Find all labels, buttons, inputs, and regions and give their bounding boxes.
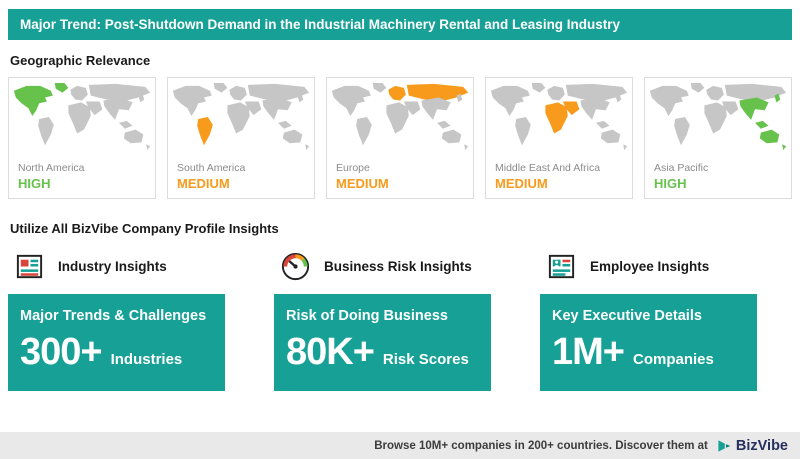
insight-stat-label: Industries	[110, 351, 183, 368]
map-card-middle-east-and-africa: Middle East And Africa MEDIUM	[485, 77, 633, 199]
insight-business-risk: Business Risk Insights Risk of Doing Bus…	[274, 249, 491, 391]
insight-stat-label: Companies	[632, 351, 714, 368]
insights-row: Industry Insights Major Trends & Challen…	[8, 249, 792, 391]
insight-header: Business Risk Insights	[274, 249, 491, 283]
insight-stat-box: Risk of Doing Business 80K+ Risk Scores	[274, 294, 491, 391]
insight-stat-row: 80K+ Risk Scores	[286, 331, 479, 374]
insights-heading: Utilize All BizVibe Company Profile Insi…	[10, 221, 279, 236]
insight-box-title: Risk of Doing Business	[286, 308, 448, 324]
world-map-slot	[486, 81, 632, 154]
world-map-slot	[9, 81, 155, 154]
banner-title: Major Trend: Post-Shutdown Demand in the…	[8, 9, 792, 40]
map-relevance-rating: MEDIUM	[336, 176, 389, 191]
footer-bar: Browse 10M+ companies in 200+ countries.…	[0, 432, 800, 459]
world-map	[172, 82, 310, 151]
bizvibe-logo: BizVibe	[716, 438, 788, 454]
map-card-north-america: North America HIGH	[8, 77, 156, 199]
map-card-south-america: South America MEDIUM	[167, 77, 315, 199]
insight-stat-label: Risk Scores	[382, 351, 469, 368]
insight-box-title: Key Executive Details	[552, 308, 702, 324]
map-card-asia-pacific: Asia Pacific HIGH	[644, 77, 792, 199]
industry-insights-icon	[14, 251, 45, 282]
geographic-relevance-heading: Geographic Relevance	[10, 53, 151, 68]
insight-stat-value: 1M+	[552, 331, 625, 373]
footer-text: Browse 10M+ companies in 200+ countries.…	[374, 439, 708, 452]
map-card-europe: Europe MEDIUM	[326, 77, 474, 199]
insight-title: Employee Insights	[590, 258, 710, 274]
world-map-slot	[168, 81, 314, 154]
insight-stat-box: Major Trends & Challenges 300+ Industrie…	[8, 294, 225, 391]
insight-header: Employee Insights	[540, 249, 757, 283]
insight-header: Industry Insights	[8, 249, 225, 283]
employee-insights-icon	[546, 251, 577, 282]
map-region-label: South America	[177, 162, 246, 174]
insight-stat-row: 1M+ Companies	[552, 331, 745, 374]
world-map	[490, 82, 628, 151]
world-map	[649, 82, 787, 151]
world-map-slot	[645, 81, 791, 154]
insight-employee: Employee Insights Key Executive Details …	[540, 249, 757, 391]
map-relevance-rating: HIGH	[654, 176, 687, 191]
insight-box-title: Major Trends & Challenges	[20, 308, 207, 324]
world-map	[331, 82, 469, 151]
world-map-slot	[327, 81, 473, 154]
insight-title: Industry Insights	[58, 258, 167, 274]
map-relevance-rating: MEDIUM	[177, 176, 230, 191]
risk-gauge-icon	[280, 251, 311, 282]
map-region-label: Middle East And Africa	[495, 162, 601, 174]
map-region-label: Asia Pacific	[654, 162, 709, 174]
insight-stat-value: 80K+	[286, 331, 375, 373]
insight-industry: Industry Insights Major Trends & Challen…	[8, 249, 225, 391]
map-relevance-rating: HIGH	[18, 176, 51, 191]
map-region-label: North America	[18, 162, 85, 174]
bizvibe-logo-icon	[718, 439, 731, 452]
insight-title: Business Risk Insights	[324, 258, 472, 274]
map-relevance-rating: MEDIUM	[495, 176, 548, 191]
map-region-label: Europe	[336, 162, 370, 174]
insight-stat-box: Key Executive Details 1M+ Companies	[540, 294, 757, 391]
bizvibe-logo-text: BizVibe	[735, 437, 788, 454]
insight-stat-value: 300+	[20, 331, 103, 373]
world-map	[13, 82, 151, 151]
insight-stat-row: 300+ Industries	[20, 331, 213, 374]
geographic-maps-row: North America HIGH South America MEDIUM	[8, 77, 792, 199]
